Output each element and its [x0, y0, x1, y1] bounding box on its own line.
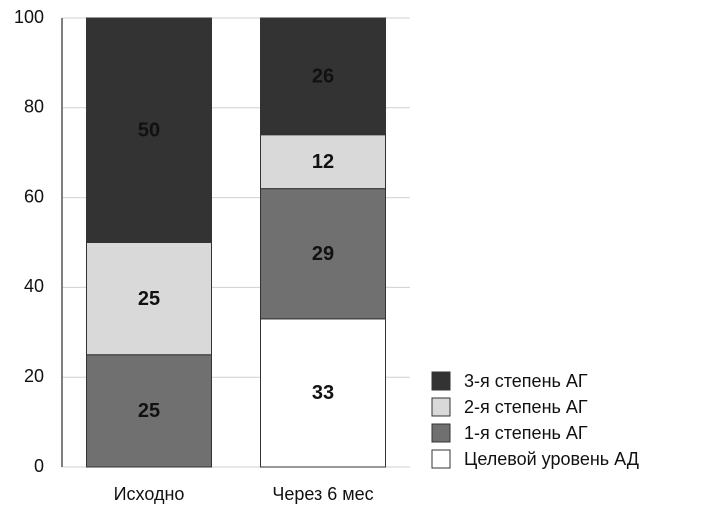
y-tick-label: 60: [24, 186, 44, 206]
data-label: 33: [312, 382, 334, 404]
bar-segment: [260, 134, 386, 190]
y-tick-label: 100: [14, 7, 44, 27]
x-tick-label: Через 6 мес: [272, 484, 373, 504]
legend-swatch: [431, 397, 451, 417]
y-tick-label: 0: [34, 456, 44, 476]
data-label: 12: [312, 151, 334, 173]
bar-segment: [86, 354, 212, 468]
y-tick-label: 20: [24, 366, 44, 386]
bar-segment: [260, 318, 386, 468]
bar-segment: [86, 242, 212, 356]
bar-segment: [260, 188, 386, 320]
legend-swatch: [431, 371, 451, 391]
bar-segment: [86, 17, 212, 243]
data-label: 25: [138, 400, 160, 422]
data-label: 29: [312, 243, 334, 265]
legend-label: 2-я степень АГ: [464, 397, 588, 417]
legend-swatch: [431, 423, 451, 443]
y-tick-label: 80: [24, 97, 44, 117]
bar-segment: [260, 17, 386, 136]
legend-label: 3-я степень АГ: [464, 371, 588, 391]
data-label: 26: [312, 66, 334, 88]
x-tick-label: Исходно: [114, 484, 185, 504]
legend-swatch: [431, 449, 451, 469]
data-label: 50: [138, 120, 160, 142]
legend-label: Целевой уровень АД: [464, 449, 639, 469]
y-tick-label: 40: [24, 276, 44, 296]
legend-label: 1-я степень АГ: [464, 423, 588, 443]
data-label: 25: [138, 288, 160, 310]
